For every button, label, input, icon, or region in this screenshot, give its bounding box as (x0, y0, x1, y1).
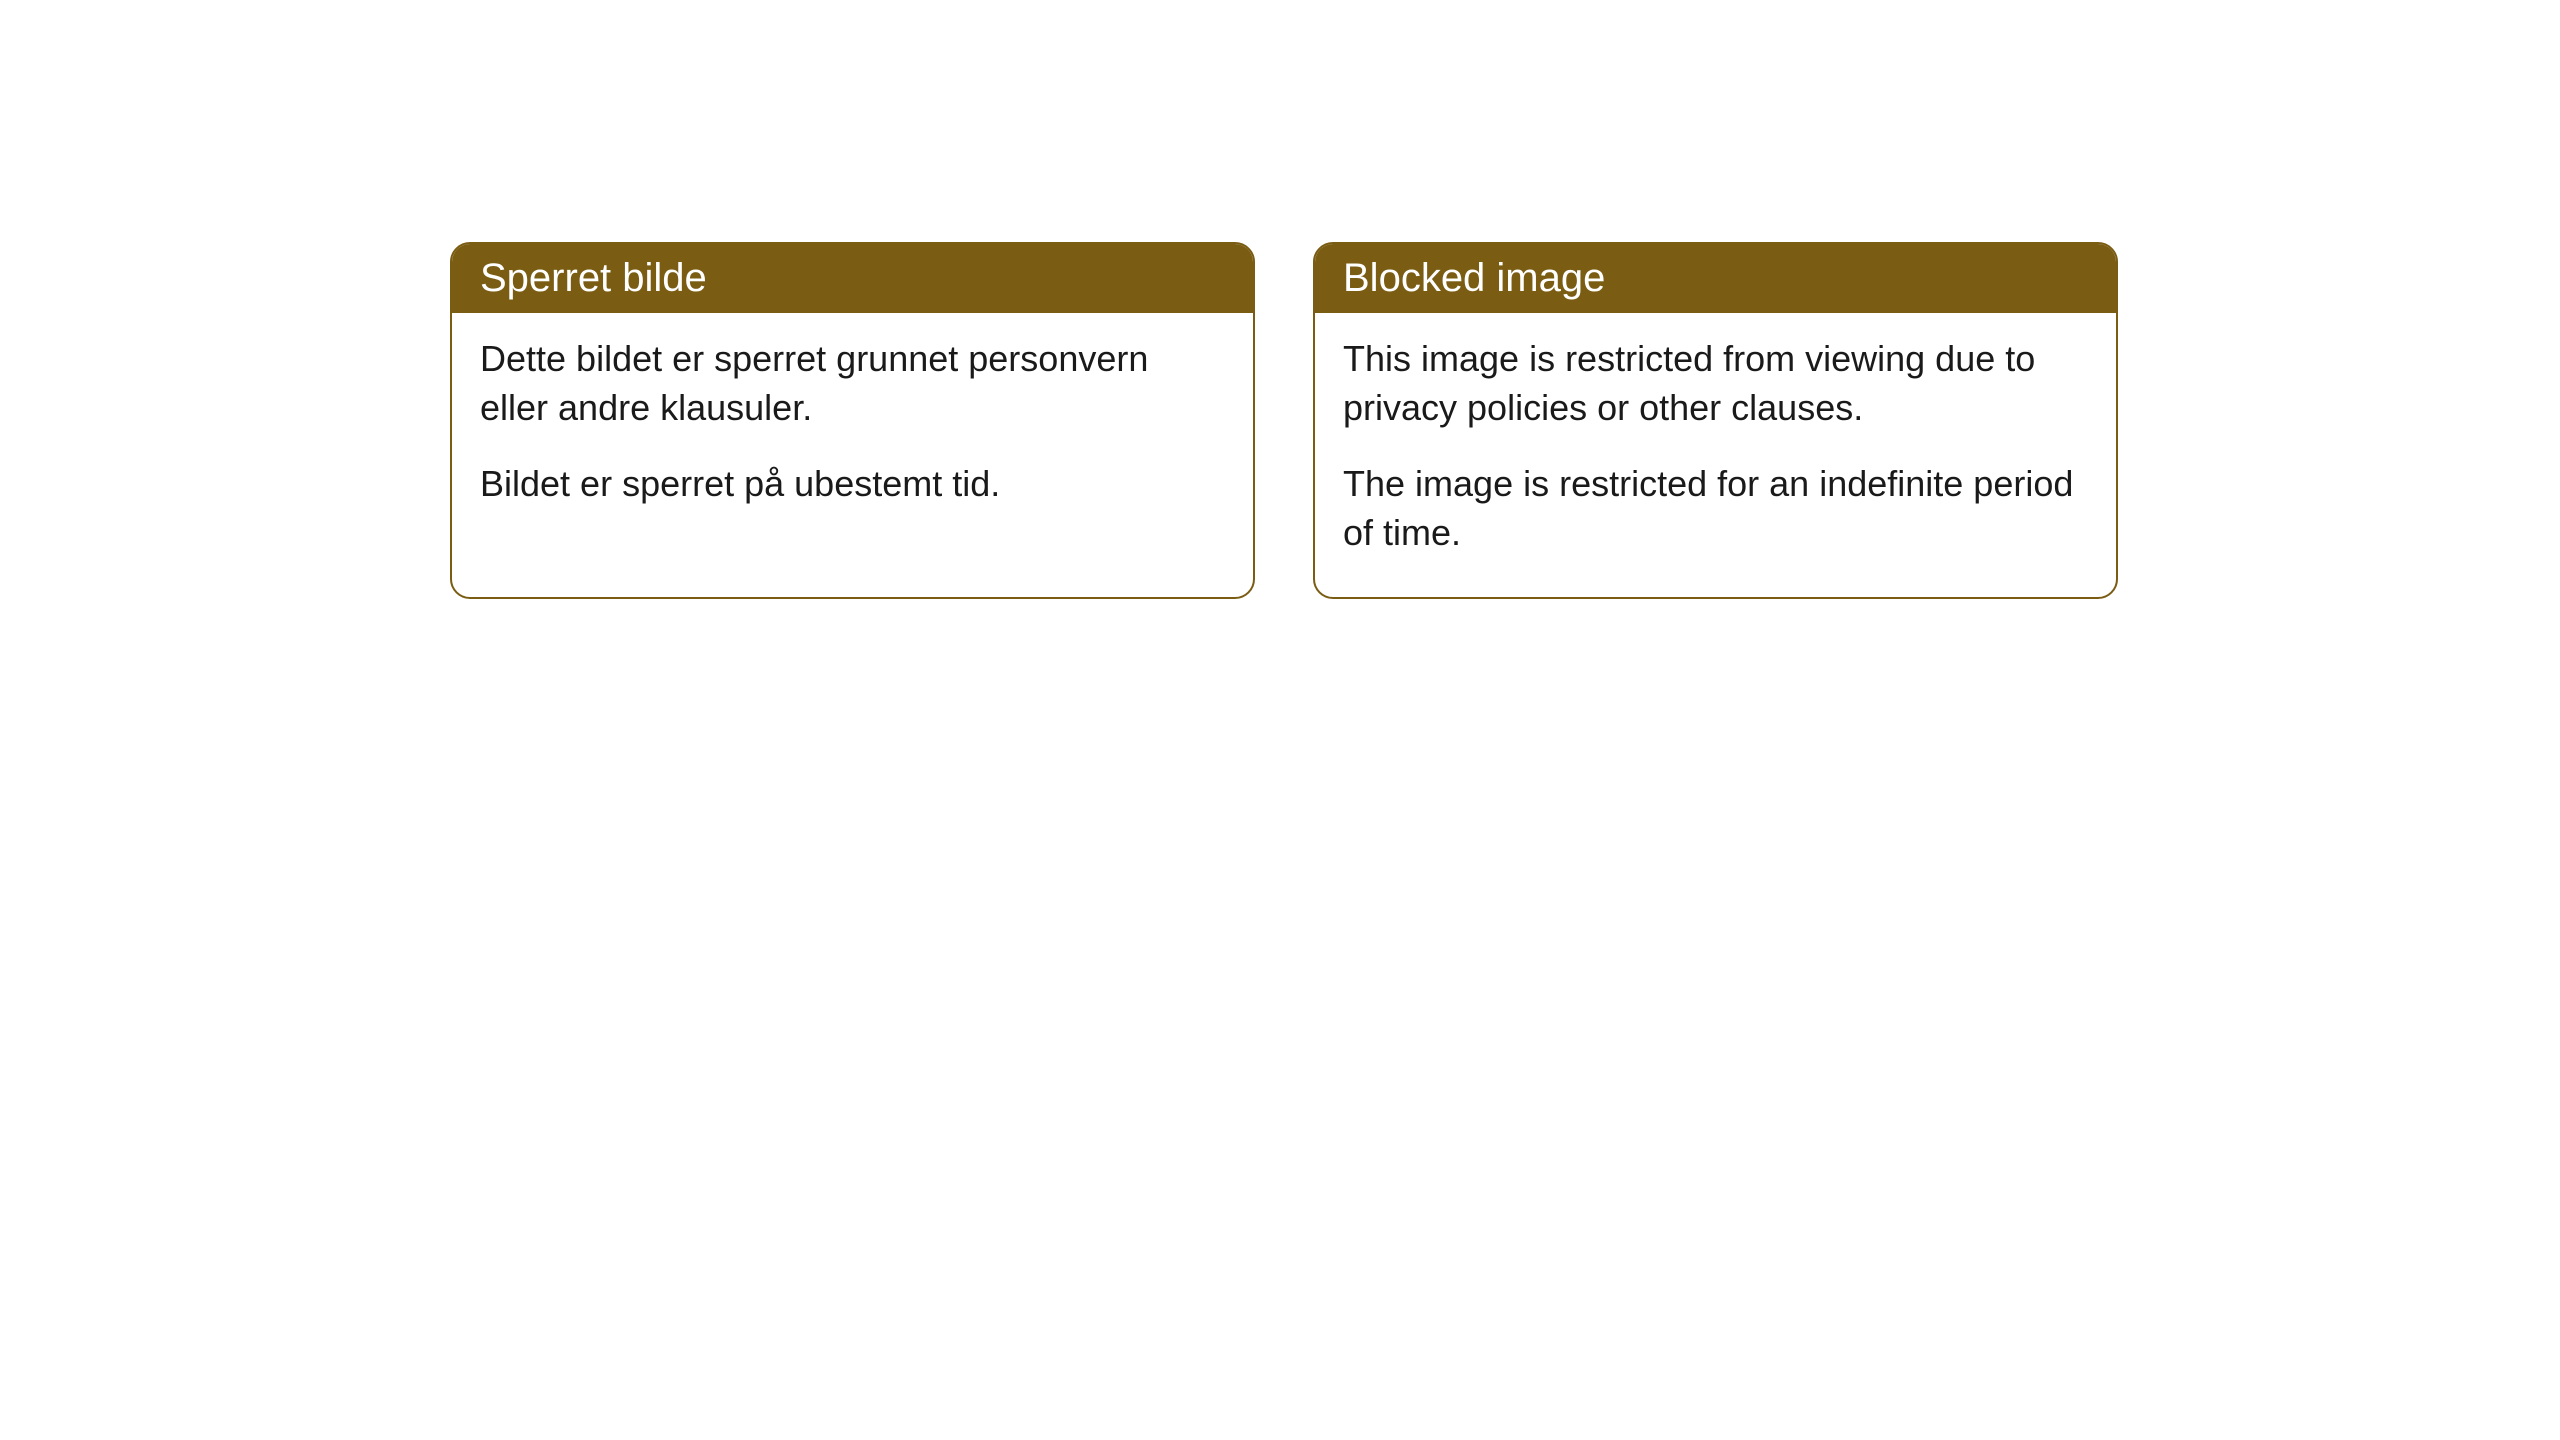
card-paragraph-2: Bildet er sperret på ubestemt tid. (480, 460, 1225, 509)
card-container: Sperret bilde Dette bildet er sperret gr… (450, 242, 2118, 599)
card-paragraph-1: This image is restricted from viewing du… (1343, 335, 2088, 432)
card-paragraph-2: The image is restricted for an indefinit… (1343, 460, 2088, 557)
card-header: Sperret bilde (452, 244, 1253, 313)
card-title: Blocked image (1343, 256, 1605, 300)
card-body: This image is restricted from viewing du… (1315, 313, 2116, 597)
card-header: Blocked image (1315, 244, 2116, 313)
blocked-image-card-english: Blocked image This image is restricted f… (1313, 242, 2118, 599)
card-paragraph-1: Dette bildet er sperret grunnet personve… (480, 335, 1225, 432)
card-body: Dette bildet er sperret grunnet personve… (452, 313, 1253, 549)
card-title: Sperret bilde (480, 256, 707, 300)
blocked-image-card-norwegian: Sperret bilde Dette bildet er sperret gr… (450, 242, 1255, 599)
